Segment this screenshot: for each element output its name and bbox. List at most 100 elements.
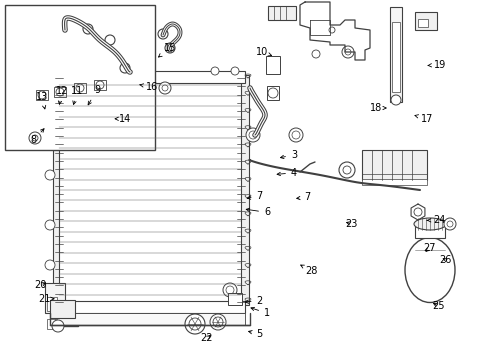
Circle shape xyxy=(158,29,168,39)
Circle shape xyxy=(45,260,55,270)
Text: 17: 17 xyxy=(415,114,434,124)
Text: 7: 7 xyxy=(247,191,263,201)
Bar xyxy=(47,319,57,329)
Circle shape xyxy=(52,320,64,332)
Circle shape xyxy=(61,67,69,75)
Bar xyxy=(267,86,279,100)
Text: 23: 23 xyxy=(345,219,358,229)
Circle shape xyxy=(45,170,55,180)
Bar xyxy=(241,75,249,305)
Text: 24: 24 xyxy=(427,215,445,225)
Bar xyxy=(54,87,66,97)
Bar xyxy=(55,301,245,313)
Bar xyxy=(55,313,245,325)
Circle shape xyxy=(292,131,300,139)
Circle shape xyxy=(246,128,260,142)
Text: 6: 6 xyxy=(246,207,270,217)
Circle shape xyxy=(32,135,38,141)
Ellipse shape xyxy=(405,238,455,302)
Bar xyxy=(5,5,155,150)
Circle shape xyxy=(83,24,93,34)
Circle shape xyxy=(162,85,168,91)
Text: 7: 7 xyxy=(297,192,311,202)
Circle shape xyxy=(342,46,354,58)
Circle shape xyxy=(76,84,84,92)
Bar xyxy=(55,75,245,305)
Bar xyxy=(36,90,48,100)
Bar xyxy=(74,83,86,93)
Circle shape xyxy=(45,220,55,230)
Circle shape xyxy=(105,35,115,45)
Text: 19: 19 xyxy=(428,60,446,70)
Text: 10: 10 xyxy=(256,47,271,57)
Bar xyxy=(418,19,428,27)
Text: 5: 5 xyxy=(248,329,263,339)
Bar xyxy=(362,150,427,180)
Text: 27: 27 xyxy=(423,243,436,253)
Text: 22: 22 xyxy=(200,333,213,343)
Text: 20: 20 xyxy=(34,280,47,290)
Text: 1: 1 xyxy=(251,307,270,318)
Circle shape xyxy=(312,50,320,58)
Circle shape xyxy=(231,67,239,75)
Circle shape xyxy=(345,49,351,55)
Text: 16: 16 xyxy=(140,82,158,92)
Circle shape xyxy=(391,95,401,105)
Circle shape xyxy=(29,132,41,144)
Bar xyxy=(50,300,75,318)
Circle shape xyxy=(447,221,453,227)
Circle shape xyxy=(185,314,205,334)
Circle shape xyxy=(213,317,223,327)
Bar xyxy=(53,75,59,305)
Text: 26: 26 xyxy=(440,255,452,265)
Circle shape xyxy=(226,286,234,294)
Text: 8: 8 xyxy=(30,129,44,145)
Circle shape xyxy=(165,43,175,53)
Text: 13: 13 xyxy=(36,92,48,109)
Circle shape xyxy=(159,82,171,94)
Text: 18: 18 xyxy=(370,103,386,113)
Bar xyxy=(47,297,57,311)
Circle shape xyxy=(329,27,335,33)
Text: 3: 3 xyxy=(280,150,297,160)
Circle shape xyxy=(211,67,219,75)
Text: 4: 4 xyxy=(277,168,297,178)
Text: 21: 21 xyxy=(38,294,54,304)
Circle shape xyxy=(414,208,422,216)
Circle shape xyxy=(343,166,351,174)
Bar xyxy=(362,179,427,185)
Circle shape xyxy=(339,162,355,178)
Bar xyxy=(392,22,400,92)
Circle shape xyxy=(45,130,55,140)
Text: 25: 25 xyxy=(432,301,445,311)
Ellipse shape xyxy=(414,218,446,230)
Circle shape xyxy=(289,128,303,142)
Bar xyxy=(268,6,296,20)
Text: 2: 2 xyxy=(245,296,263,306)
Circle shape xyxy=(120,63,130,73)
Text: 28: 28 xyxy=(301,265,318,276)
Text: 14: 14 xyxy=(115,114,131,124)
Text: 12: 12 xyxy=(55,86,68,104)
Circle shape xyxy=(38,91,46,99)
Bar xyxy=(45,283,65,313)
Text: 15: 15 xyxy=(158,42,177,57)
Circle shape xyxy=(268,88,278,98)
Circle shape xyxy=(81,67,89,75)
Circle shape xyxy=(249,131,257,139)
Bar xyxy=(390,7,402,102)
Circle shape xyxy=(444,218,456,230)
Bar xyxy=(94,80,106,90)
Circle shape xyxy=(189,318,201,330)
Bar xyxy=(55,71,245,83)
Circle shape xyxy=(96,81,104,89)
Text: 9: 9 xyxy=(88,85,100,105)
Bar xyxy=(266,56,280,74)
Bar xyxy=(415,12,437,30)
Text: 11: 11 xyxy=(72,86,83,104)
Bar xyxy=(415,226,445,238)
Circle shape xyxy=(223,283,237,297)
Circle shape xyxy=(45,90,55,100)
Circle shape xyxy=(210,314,226,330)
Circle shape xyxy=(56,88,64,96)
